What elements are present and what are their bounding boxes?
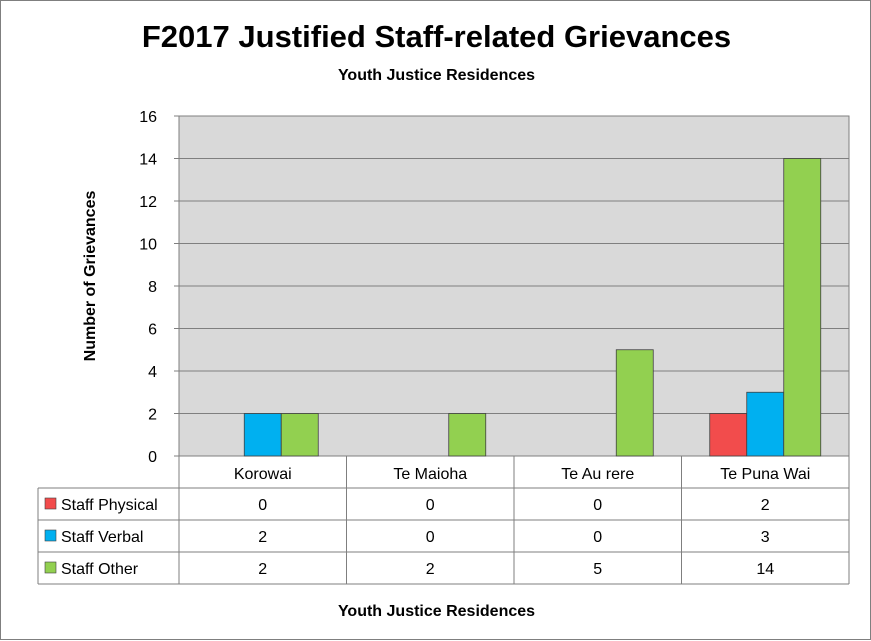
y-tick-label: 2 — [148, 407, 157, 424]
legend-key — [44, 497, 57, 510]
y-axis-label: Number of Grievances — [82, 191, 99, 362]
category-label: Te Au rere — [561, 466, 634, 483]
x-axis-label: Youth Justice Residences — [337, 603, 536, 620]
table-value: 2 — [258, 561, 267, 578]
table-value: 3 — [761, 529, 770, 546]
table-value: 14 — [756, 561, 774, 578]
table-value: 0 — [593, 497, 602, 514]
table-value: 2 — [258, 529, 267, 546]
bar — [280, 413, 319, 457]
category-label: Korowai — [234, 466, 292, 483]
table-value: 0 — [258, 497, 267, 514]
y-tick-label: 10 — [139, 237, 157, 254]
table-value: 2 — [426, 561, 435, 578]
category-label: Te Maioha — [393, 466, 467, 483]
bar — [709, 413, 748, 457]
y-tick-label: 0 — [148, 449, 157, 466]
table-value: 0 — [426, 529, 435, 546]
y-tick-label: 16 — [139, 109, 157, 126]
chart-title: F2017 Justified Staff-related Grievances — [141, 19, 732, 54]
category-label: Te Puna Wai — [720, 466, 810, 483]
chart-subtitle: Youth Justice Residences — [337, 67, 536, 84]
legend-label: Staff Physical — [61, 497, 158, 514]
legend-label: Staff Other — [61, 561, 139, 578]
y-tick-label: 12 — [139, 194, 157, 211]
legend-key — [44, 529, 57, 542]
y-tick-label: 8 — [148, 279, 157, 296]
bar — [746, 391, 785, 457]
table-value: 0 — [426, 497, 435, 514]
y-tick-label: 14 — [139, 152, 157, 169]
bar — [243, 413, 282, 457]
table-value: 5 — [593, 561, 602, 578]
bar — [448, 413, 487, 457]
bar — [615, 349, 654, 457]
legend-label: Staff Verbal — [61, 529, 143, 546]
y-tick-label: 6 — [148, 322, 157, 339]
table-value: 0 — [593, 529, 602, 546]
table-value: 2 — [761, 497, 770, 514]
y-tick-label: 4 — [148, 364, 157, 381]
legend-key — [44, 561, 57, 574]
bar — [783, 158, 822, 457]
